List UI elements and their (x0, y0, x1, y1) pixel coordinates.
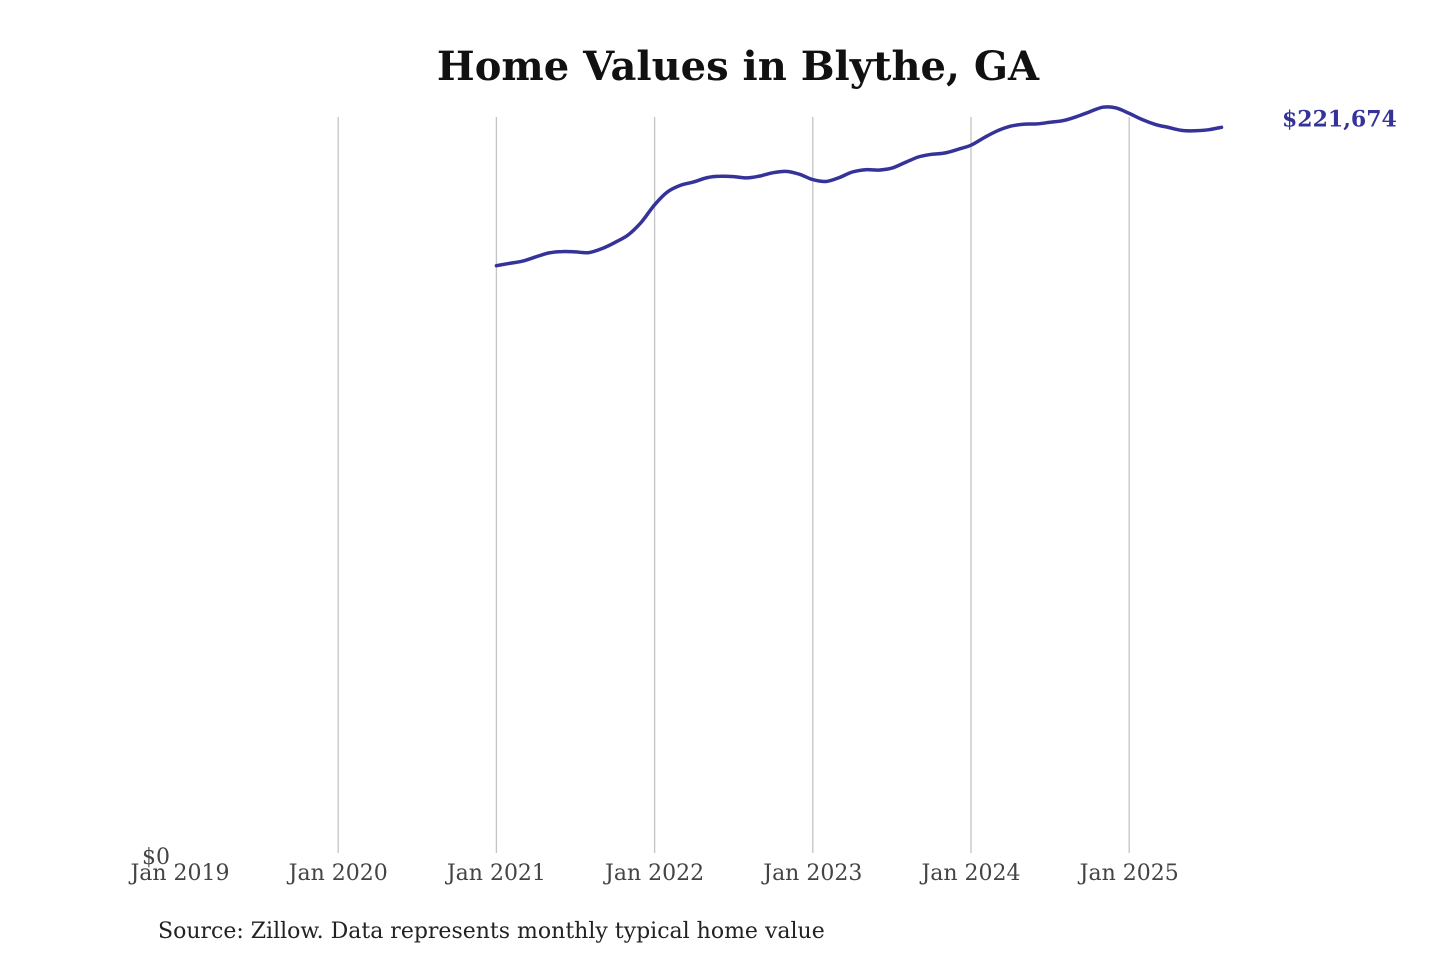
x-tick-label: Jan 2021 (445, 861, 546, 886)
home-value-series-line (494, 105, 1224, 268)
source-note: Source: Zillow. Data represents monthly … (158, 919, 825, 944)
x-tick-label: Jan 2024 (919, 861, 1020, 886)
x-tick-label: Jan 2025 (1078, 861, 1179, 886)
latest-value-label: $221,674 (1282, 106, 1397, 132)
x-tick-label: Jan 2019 (128, 861, 229, 886)
y-axis-tick-zero: $0 (142, 845, 170, 870)
chart-title: Home Values in Blythe, GA (437, 43, 1040, 90)
x-axis-tick-labels: Jan 2019 Jan 2020 Jan 2021 Jan 2022 Jan 2023… (128, 861, 1178, 886)
x-tick-label: Jan 2020 (287, 861, 388, 886)
x-tick-label: Jan 2023 (761, 861, 862, 886)
x-tick-label: Jan 2022 (603, 861, 704, 886)
vertical-gridlines (337, 117, 1130, 853)
